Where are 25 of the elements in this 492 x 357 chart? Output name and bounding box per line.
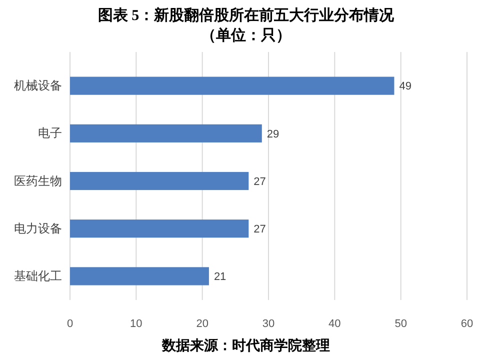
y-tick-label: 基础化工 — [14, 269, 62, 284]
y-tick-label: 电子 — [38, 126, 62, 140]
x-tick-label: 40 — [328, 318, 341, 330]
data-label: 27 — [254, 223, 266, 236]
x-tick-label: 10 — [130, 318, 142, 330]
chart-subtitle: （单位：只） — [201, 27, 291, 44]
source-note: 数据来源：时代商学院整理 — [161, 337, 330, 354]
y-tick-label: 电力设备 — [14, 221, 62, 236]
x-tick-label: 50 — [394, 318, 407, 330]
data-label: 21 — [214, 271, 226, 284]
x-tick-label: 30 — [262, 318, 275, 330]
y-tick-label: 医药生物 — [14, 174, 62, 188]
bar — [70, 172, 249, 190]
bar — [70, 220, 249, 238]
data-label: 27 — [254, 176, 266, 188]
x-tick-label: 60 — [460, 318, 474, 330]
x-tick-label: 20 — [196, 318, 208, 330]
bar — [70, 76, 394, 95]
chart-title: 图表 5：新股翻倍股所在前五大行业分布情况 — [98, 6, 396, 24]
y-tick-label: 机械设备 — [14, 78, 62, 93]
bar — [70, 124, 262, 142]
x-tick-label: 0 — [66, 318, 74, 330]
bar — [70, 267, 209, 286]
data-label: 29 — [266, 128, 280, 140]
data-label: 49 — [399, 80, 412, 93]
